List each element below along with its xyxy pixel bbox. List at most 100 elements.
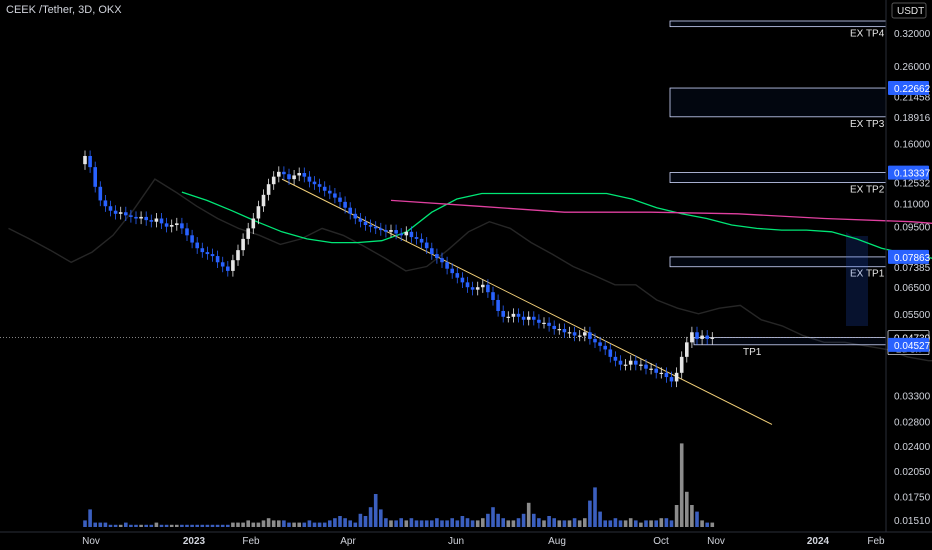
- price-tick: 0.03300: [894, 391, 931, 402]
- candle: [134, 216, 138, 219]
- projection-zone: [846, 232, 868, 326]
- candle: [88, 155, 92, 168]
- volume-bar: [516, 518, 521, 527]
- candle: [562, 329, 567, 333]
- symbol-title[interactable]: CEEK /Tether, 3D, OKX: [6, 4, 122, 16]
- candle: [368, 225, 373, 227]
- volume-bar: [470, 520, 475, 527]
- volume-bar: [537, 518, 541, 527]
- volume-bar: [475, 520, 480, 527]
- volume-bar: [628, 518, 633, 527]
- volume-bar: [93, 522, 97, 527]
- candle: [685, 342, 689, 357]
- volume-bar: [312, 522, 317, 527]
- volume-bar: [654, 520, 658, 527]
- volume-bar: [256, 522, 261, 527]
- candle: [481, 284, 485, 288]
- price-tick: 0.21458: [894, 93, 931, 104]
- volume-bar: [373, 494, 378, 527]
- green-trend-line: [181, 191, 932, 259]
- candle: [333, 193, 337, 198]
- candle: [98, 186, 103, 201]
- candle: [465, 282, 470, 288]
- volume-bar: [124, 522, 128, 527]
- candle: [215, 256, 220, 263]
- volume-bar: [481, 518, 485, 527]
- candle: [379, 228, 383, 231]
- volume-bar: [358, 513, 363, 527]
- candle: [220, 262, 225, 267]
- candle: [139, 216, 143, 219]
- currency-button[interactable]: [891, 2, 927, 19]
- volume-bar: [404, 520, 409, 527]
- candle: [353, 213, 358, 219]
- candle: [292, 175, 296, 180]
- price-label-text: 0.13337: [894, 169, 931, 180]
- volume-bar: [292, 522, 296, 527]
- candle: [93, 167, 97, 187]
- candle: [266, 184, 271, 195]
- tp-level-box: [669, 87, 887, 118]
- volume-bar: [328, 520, 332, 527]
- volume-bar: [440, 520, 444, 527]
- volume-bar: [226, 524, 230, 527]
- volume-bar: [603, 520, 607, 527]
- candle: [302, 173, 307, 177]
- candle: [521, 316, 526, 320]
- volume-bar: [532, 513, 536, 527]
- candle: [506, 316, 511, 318]
- price-tick: 0.05500: [894, 310, 931, 321]
- volume-bar: [552, 518, 556, 527]
- candle: [598, 342, 602, 346]
- candle: [557, 329, 562, 331]
- volume-bar: [695, 511, 699, 527]
- volume-bar: [588, 500, 592, 527]
- price-label-text: 0.07863: [894, 253, 931, 264]
- candle: [328, 190, 332, 194]
- tp-level-label: EX TP1: [850, 269, 885, 280]
- price-axis[interactable]: USDT 0.32000 0.26000 0.21458 0.18916 0.16000 0…: [885, 0, 931, 532]
- time-tick: Feb: [867, 536, 885, 547]
- volume-bar: [287, 522, 291, 527]
- candle: [649, 368, 653, 370]
- volume-bar: [384, 518, 388, 527]
- volume-bar: [210, 524, 215, 527]
- candle: [644, 364, 648, 369]
- currency-label[interactable]: USDT: [897, 6, 924, 17]
- price-tick: 0.01750: [894, 492, 931, 503]
- candle: [491, 292, 495, 300]
- volume-bar: [261, 520, 266, 527]
- time-axis[interactable]: Nov 2023 Feb Apr Jun Aug Oct Nov 2024 Feb: [0, 531, 932, 547]
- candle: [144, 216, 148, 221]
- volume-bar: [664, 518, 669, 527]
- volume-bar: [557, 520, 562, 527]
- candle: [501, 310, 505, 317]
- candle: [404, 231, 409, 236]
- candle: [159, 218, 164, 224]
- volume-bar: [465, 518, 470, 527]
- volume-bar: [521, 513, 526, 527]
- candle: [226, 266, 230, 271]
- candle: [358, 218, 363, 222]
- candle: [175, 223, 179, 226]
- tp-level-box: [669, 20, 887, 28]
- volume-layer: [83, 443, 715, 527]
- candle: [338, 197, 342, 202]
- candle: [317, 184, 322, 187]
- time-tick: Jun: [448, 536, 464, 547]
- volume-bar: [322, 522, 327, 527]
- volume-bar: [266, 518, 271, 527]
- candle: [710, 337, 715, 339]
- price-label: [888, 337, 929, 352]
- volume-bar: [679, 443, 684, 527]
- volume-bar: [231, 522, 235, 527]
- volume-bar: [700, 520, 704, 527]
- candle: [312, 181, 317, 185]
- volume-bar: [430, 520, 434, 527]
- candle: [516, 313, 521, 317]
- price-tick: 0.12532: [894, 179, 931, 190]
- candle: [608, 349, 613, 357]
- candle: [154, 218, 159, 222]
- volume-bar: [639, 522, 643, 527]
